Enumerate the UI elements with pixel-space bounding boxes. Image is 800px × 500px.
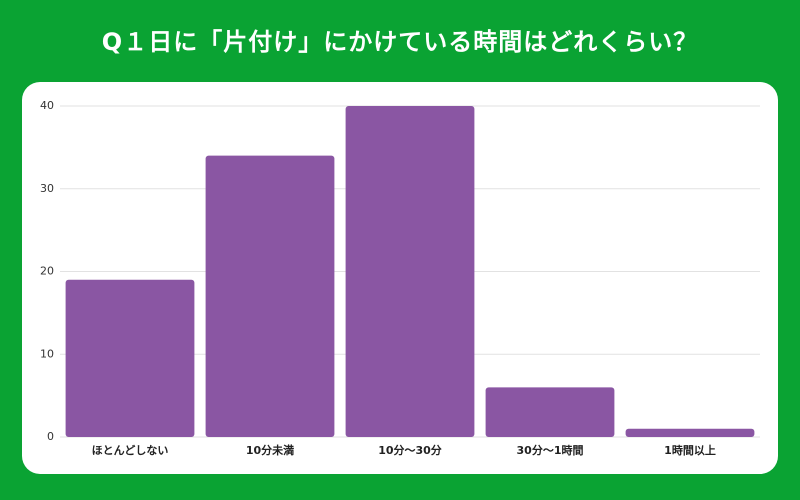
x-tick-label: ほとんどしない: [92, 444, 169, 457]
y-tick-label: 30: [40, 182, 54, 195]
bar: [625, 428, 755, 437]
x-tick-label: 30分〜1時間: [517, 443, 584, 457]
y-tick-label: 40: [40, 99, 54, 112]
y-tick-label: 20: [40, 265, 54, 278]
x-tick-label: 10分未満: [246, 443, 294, 457]
x-tick-label: 10分〜30分: [378, 443, 442, 457]
chart-title: Q１日に「片付け」にかけている時間はどれくらい？: [102, 28, 698, 56]
bar: [345, 106, 475, 437]
y-tick-label: 0: [47, 430, 54, 443]
bar: [65, 279, 195, 437]
bar: [205, 155, 335, 437]
x-tick-label: 1時間以上: [664, 443, 716, 457]
y-tick-label: 10: [40, 347, 54, 360]
bar: [485, 387, 615, 437]
